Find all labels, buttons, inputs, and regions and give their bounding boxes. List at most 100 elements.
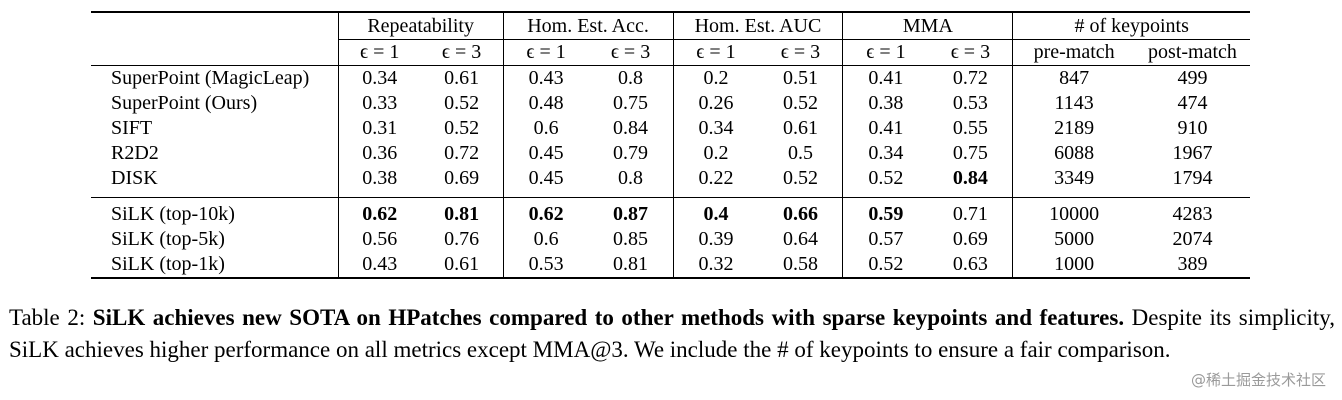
value-cell: 0.52 bbox=[782, 92, 818, 114]
value-cell: 0.81 bbox=[588, 252, 673, 279]
group-header: Hom. Est. AUC bbox=[672, 11, 843, 40]
value-cell: 0.45 bbox=[502, 141, 589, 166]
value-cell: 1967 bbox=[1172, 142, 1213, 164]
value-cell: 389 bbox=[1134, 252, 1250, 279]
value-cell: 0.43 bbox=[502, 65, 589, 91]
method-name: SuperPoint (MagicLeap) bbox=[111, 67, 310, 89]
subheader-cell: ϵ = 3 bbox=[928, 39, 1013, 66]
value-cell: 0.62 bbox=[337, 202, 421, 227]
value-cell: 0.39 bbox=[672, 227, 759, 252]
value-cell: 0.52 bbox=[842, 252, 929, 279]
subheader-cell: ϵ = 1 bbox=[337, 39, 421, 66]
value-cell: 0.61 bbox=[782, 117, 818, 139]
value-cell: 0.4 bbox=[672, 202, 759, 227]
value-cell: 847 bbox=[1012, 65, 1135, 91]
method-name: SiLK (top-10k) bbox=[111, 203, 235, 225]
table-row: SiLK (top-10k) 0.62 0.81 0.62 0.87 0.4 0.66 0.5… bbox=[91, 202, 1250, 227]
table-caption: Table 2: SiLK achieves new SOTA on HPatc… bbox=[9, 302, 1335, 366]
caption-text: Despite its simplicity, SiLK achieves hi… bbox=[9, 305, 1336, 362]
value-cell: 0.55 bbox=[952, 117, 988, 139]
value-cell: 474 bbox=[1177, 92, 1208, 114]
group-header-row: Repeatability Hom. Est. Acc. Hom. Est. A… bbox=[91, 11, 1250, 40]
subheader-cell: ϵ = 1 bbox=[672, 39, 759, 66]
value-cell: 0.43 bbox=[337, 252, 421, 279]
method-name: SiLK (top-1k) bbox=[91, 252, 339, 279]
method-name: R2D2 bbox=[111, 142, 159, 164]
value-cell: 0.87 bbox=[613, 203, 649, 225]
table-row: R2D2 0.36 0.72 0.45 0.79 0.2 0.5 0.34 0.75 6088 19… bbox=[91, 141, 1250, 166]
value-cell: 910 bbox=[1177, 117, 1208, 139]
value-cell: 0.6 bbox=[502, 116, 589, 141]
subheader-cell: ϵ = 1 bbox=[842, 39, 929, 66]
value-cell: 10000 bbox=[1012, 202, 1135, 227]
value-cell: 5000 bbox=[1012, 227, 1135, 252]
table-row: DISK 0.38 0.69 0.45 0.8 0.22 0.52 0.52 0.84 3349 1… bbox=[91, 166, 1250, 191]
group-header: # of keypoints bbox=[1012, 11, 1250, 40]
value-cell: 1000 bbox=[1012, 252, 1135, 279]
double-rule bbox=[91, 191, 1250, 198]
value-cell: 0.85 bbox=[613, 228, 649, 250]
table-row: SuperPoint (MagicLeap) 0.34 0.61 0.43 0.8 0.2… bbox=[91, 65, 1250, 91]
value-cell: 0.36 bbox=[337, 141, 421, 166]
value-cell: 2189 bbox=[1012, 116, 1135, 141]
table-row: SuperPoint (Ours) 0.33 0.52 0.48 0.75 0.26 0.5… bbox=[91, 91, 1250, 116]
method-name: SIFT bbox=[111, 117, 153, 139]
value-cell: 0.38 bbox=[842, 91, 929, 116]
value-cell: 0.58 bbox=[758, 252, 843, 279]
value-cell: 0.61 bbox=[420, 252, 504, 279]
value-cell: 0.84 bbox=[952, 167, 988, 189]
value-cell: 3349 bbox=[1012, 166, 1135, 191]
subheader-cell: ϵ = 1 bbox=[502, 39, 589, 66]
value-cell: 0.53 bbox=[502, 252, 589, 279]
value-cell: 0.52 bbox=[842, 166, 929, 191]
caption-label: Table 2: bbox=[9, 305, 86, 330]
value-cell: 0.72 bbox=[952, 67, 988, 89]
subheader-cell: pre-match bbox=[1012, 39, 1135, 66]
value-cell: 0.75 bbox=[952, 142, 988, 164]
value-cell: 0.72 bbox=[444, 142, 480, 164]
value-cell: 0.69 bbox=[952, 228, 988, 250]
value-cell: 0.52 bbox=[444, 117, 480, 139]
value-cell: 0.57 bbox=[842, 227, 929, 252]
value-cell: 0.5 bbox=[787, 142, 813, 164]
value-cell: 0.63 bbox=[928, 252, 1013, 279]
value-cell: 0.2 bbox=[672, 141, 759, 166]
method-name: DISK bbox=[111, 167, 158, 189]
value-cell: 0.75 bbox=[613, 92, 649, 114]
value-cell: 0.56 bbox=[337, 227, 421, 252]
value-cell: 0.8 bbox=[618, 67, 644, 89]
value-cell: 0.71 bbox=[952, 203, 988, 225]
method-name: SiLK (top-5k) bbox=[111, 228, 225, 250]
subheader-cell: ϵ = 3 bbox=[420, 39, 504, 66]
value-cell: 0.45 bbox=[502, 166, 589, 191]
value-cell: 0.33 bbox=[337, 91, 421, 116]
value-cell: 0.26 bbox=[672, 91, 759, 116]
value-cell: 0.34 bbox=[672, 116, 759, 141]
method-name: SuperPoint (Ours) bbox=[111, 92, 258, 114]
value-cell: 0.32 bbox=[672, 252, 759, 279]
value-cell: 0.53 bbox=[952, 92, 988, 114]
value-cell: 0.79 bbox=[613, 142, 649, 164]
subheader-cell: ϵ = 3 bbox=[758, 39, 843, 66]
results-table: Repeatability Hom. Est. Acc. Hom. Est. A… bbox=[91, 11, 1250, 279]
value-cell: 4283 bbox=[1172, 203, 1213, 225]
value-cell: 0.62 bbox=[502, 202, 589, 227]
value-cell: 0.8 bbox=[618, 167, 644, 189]
value-cell: 2074 bbox=[1172, 228, 1213, 250]
value-cell: 0.52 bbox=[782, 167, 818, 189]
value-cell: 0.2 bbox=[672, 65, 759, 91]
value-cell: 0.51 bbox=[782, 67, 818, 89]
value-cell: 0.31 bbox=[337, 116, 421, 141]
double-rule bbox=[91, 197, 1250, 202]
group-header: MMA bbox=[842, 11, 1013, 40]
subheader-cell: post-match bbox=[1134, 39, 1250, 66]
group-header: Repeatability bbox=[337, 11, 504, 40]
subheader-cell: ϵ = 3 bbox=[588, 39, 673, 66]
value-cell: 0.76 bbox=[444, 228, 480, 250]
table-row: SiLK (top-5k) 0.56 0.76 0.6 0.85 0.39 0.64 0.57… bbox=[91, 227, 1250, 252]
value-cell: 0.6 bbox=[502, 227, 589, 252]
value-cell: 6088 bbox=[1012, 141, 1135, 166]
value-cell: 499 bbox=[1177, 67, 1208, 89]
value-cell: 0.81 bbox=[444, 203, 480, 225]
value-cell: 0.22 bbox=[672, 166, 759, 191]
